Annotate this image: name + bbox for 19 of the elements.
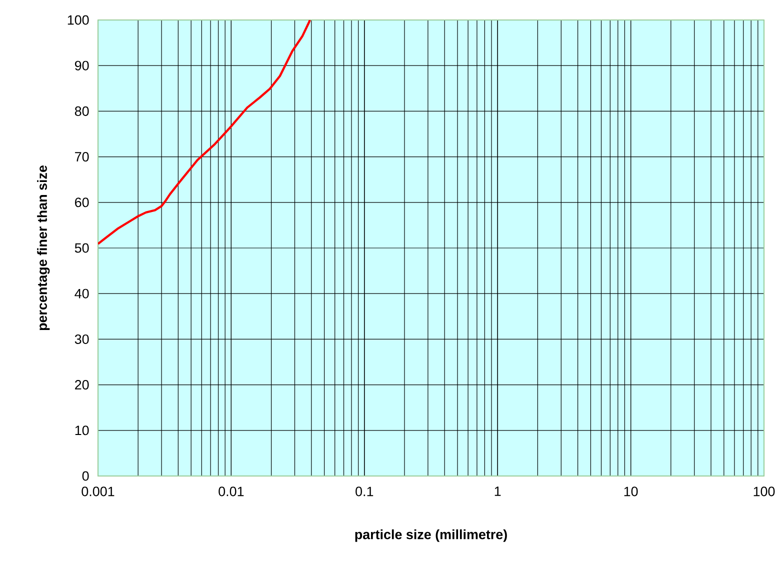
- y-tick-label: 10: [75, 426, 89, 436]
- y-tick-label: 20: [75, 380, 89, 390]
- y-tick-label: 90: [74, 60, 89, 70]
- y-tick-label: 60: [75, 198, 89, 208]
- x-tick-label: 100: [754, 486, 775, 496]
- y-tick-label: 40: [74, 288, 89, 298]
- y-tick-label: 0: [82, 471, 89, 481]
- y-tick-label: 70: [75, 152, 89, 162]
- x-tick-label: 1: [494, 486, 501, 496]
- x-axis-title: particle size (millimetre): [355, 529, 507, 542]
- y-axis-title: percentage finer than size: [37, 166, 50, 330]
- x-tick-label: 0.01: [218, 486, 244, 496]
- y-tick-label: 30: [74, 334, 89, 344]
- x-tick-label: 0.001: [82, 486, 114, 496]
- y-tick-label: 50: [74, 243, 89, 253]
- y-tick-label: 80: [74, 106, 89, 116]
- y-tick-label: 100: [68, 15, 89, 25]
- x-tick-label: 0.1: [356, 486, 374, 496]
- x-tick-label: 10: [624, 486, 638, 496]
